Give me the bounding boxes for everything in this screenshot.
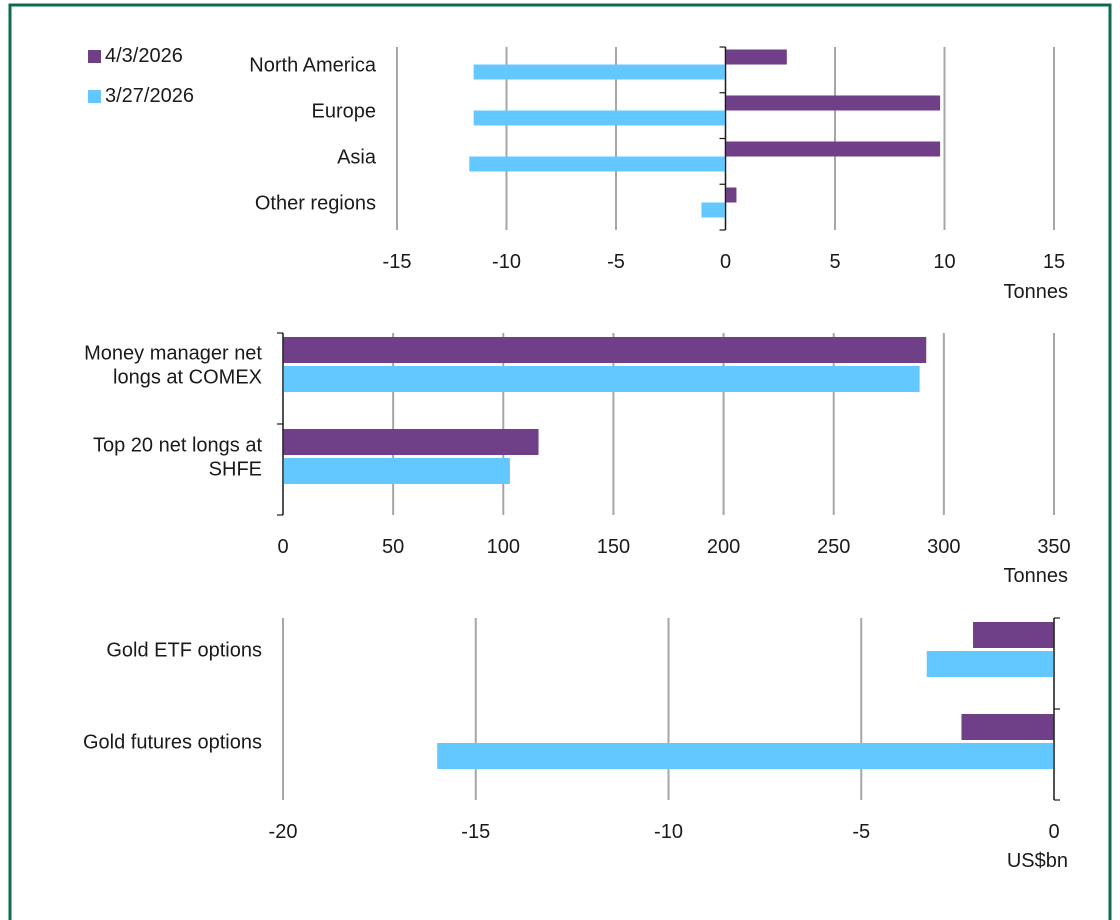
chart-2-unit-label: Tonnes [1004, 565, 1069, 587]
chart-1-tick-label-0: -15 [383, 251, 412, 273]
chart-1-category-label-2: Asia [337, 147, 377, 169]
chart-3-bar-b-0 [926, 651, 1054, 677]
legend-label-series-a: 4/3/2026 [105, 44, 183, 67]
chart-3-category-label-0: Gold ETF options [106, 640, 262, 662]
chart-1-bar-b-3 [701, 202, 726, 218]
chart-2-tick-label-4: 200 [707, 536, 740, 558]
chart-1-tick-label-1: -10 [492, 251, 521, 273]
chart-1-bar-b-1 [473, 110, 726, 126]
legend-item-series-a: 4/3/2026 [88, 36, 194, 76]
chart-1-unit-label: Tonnes [1004, 281, 1069, 303]
chart-2-tick-label-3: 150 [597, 536, 630, 558]
chart-2-bar-a-0 [283, 337, 927, 363]
chart-1-tick-label-2: -5 [607, 251, 625, 273]
legend-item-series-b: 3/27/2026 [88, 76, 194, 116]
chart-2-tick-label-1: 50 [382, 536, 404, 558]
chart-2-tick-label-5: 250 [817, 536, 850, 558]
chart-3-tick-label-2: -10 [654, 821, 683, 843]
chart-2-tick-label-2: 100 [487, 536, 520, 558]
chart-1-bar-a-0 [725, 49, 787, 65]
chart-2-bar-b-0 [283, 366, 920, 392]
chart-1-tick-label-6: 15 [1043, 251, 1065, 273]
chart-2-category-label-1: Top 20 net longs at SHFE [93, 435, 262, 481]
legend-label-series-b: 3/27/2026 [105, 84, 194, 107]
chart-3-tick-label-1: -15 [461, 821, 490, 843]
chart-1-category-label-0: North America [249, 55, 377, 77]
frame-border [8, 3, 1112, 920]
chart-2-bar-b-1 [283, 458, 510, 484]
chart-3-unit-label: US$bn [1007, 850, 1068, 872]
chart-3-category-label-1: Gold futures options [83, 732, 262, 754]
chart-2-bar-a-1 [283, 429, 539, 455]
chart-1-bar-a-1 [725, 95, 941, 111]
chart-3-bar-b-1 [437, 743, 1054, 769]
chart-2-tick-label-7: 350 [1037, 536, 1070, 558]
legend-swatch-series-b [88, 89, 101, 103]
chart-3-tick-label-0: -20 [269, 821, 298, 843]
legend-swatch-series-a [88, 49, 101, 63]
chart-1-bar-a-2 [725, 141, 941, 157]
chart-1-bar-a-3 [725, 187, 737, 203]
chart-1-bar-b-2 [469, 156, 726, 172]
chart-3-tick-label-4: 0 [1048, 821, 1059, 843]
chart-1-tick-label-4: 5 [829, 251, 840, 273]
chart-2-category-label-0: Money manager net longs at COMEX [84, 343, 262, 389]
chart-1-category-label-1: Europe [312, 101, 377, 123]
chart-3-tick-label-3: -5 [852, 821, 870, 843]
chart-1-tick-label-5: 10 [933, 251, 955, 273]
chart-1-bar-b-0 [473, 64, 726, 80]
chart-1-category-label-3: Other regions [255, 193, 376, 215]
legend: 4/3/2026 3/27/2026 [88, 36, 194, 116]
chart-3-bar-a-0 [973, 622, 1054, 648]
chart-3-bar-a-1 [961, 714, 1054, 740]
chart-1-tick-label-3: 0 [720, 251, 731, 273]
chart-2-tick-label-6: 300 [927, 536, 960, 558]
chart-2-tick-label-0: 0 [277, 536, 288, 558]
